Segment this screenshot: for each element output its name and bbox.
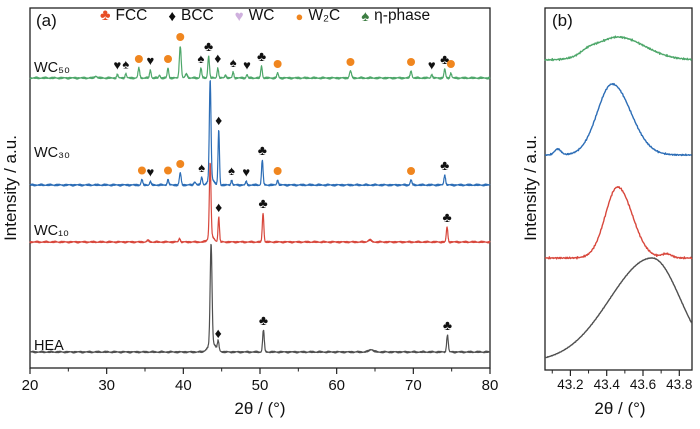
trace-label-HEA: HEA [34,338,64,354]
panel-b-label: (b) [552,11,573,30]
peak-marker-club: ♣ [204,38,213,54]
x-tick-label: 70 [405,377,422,394]
trace-WC30 [29,80,491,187]
x-tick-label: 20 [22,377,39,394]
legend-item-label: WC [248,7,275,24]
peak-marker-club: ♣ [442,209,451,225]
spade-icon: ♠ [361,7,370,25]
peak-marker-club: ♣ [440,51,449,67]
peak-marker-circle [273,60,282,68]
peak-marker-spade: ♠ [230,55,237,70]
peak-marker-circle [164,166,172,175]
panel-b-x-axis-label: 2θ / (°) [594,399,646,418]
peak-marker-circle [176,160,185,168]
panel-a-y-axis-label: Intensity / a.u. [1,135,20,241]
peak-marker-circle [346,58,355,66]
x-tick-label: 43.2 [557,377,583,392]
panel-a-plot: 20 30 40 50 60 70 80♦♣ ♣HEA♦ ♣♣WC₁₀♥ ♠♦♠ ♥♣♣WC₃₀♥ ♠… [22,7,499,394]
panel-b-plot: 43.2 43.4 43.6 43.8 [544,7,693,392]
peak-marker-circle [446,60,455,68]
heart-icon: ♥ [234,7,244,25]
legend: ♣ FCC ♦ BCC ♥ WC ● W₂C ♠ η-phase [100,7,430,25]
peak-marker-diamond: ♦ [214,50,221,66]
panel-b-frame [544,7,693,371]
trace-label-WC30: WC₃₀ [34,145,70,161]
trace-HEA [29,243,491,354]
legend-item-label: FCC [115,7,148,24]
panel-b-y-axis-label: Intensity / a.u. [521,135,540,241]
trace-b-HEA [544,257,693,359]
circle-icon: ● [295,8,304,24]
peak-marker-heart: ♥ [114,58,122,73]
x-tick-label: 43.6 [630,377,656,392]
legend-item-WC: ♥ WC [235,7,275,25]
trace-WC50 [29,46,491,80]
peak-marker-circle [176,33,185,41]
peak-marker-circle [273,167,282,175]
peak-marker-spade: ♠ [122,57,129,72]
trace-b-WC50 [544,35,693,62]
peak-marker-club: ♣ [258,195,267,211]
trace-b-WC10 [544,185,693,260]
peak-marker-club: ♣ [259,312,268,328]
peak-marker-circle [137,166,146,175]
peak-marker-heart: ♥ [147,53,155,68]
x-tick-label: 40 [175,377,192,394]
x-tick-label: 30 [98,377,115,394]
peak-marker-circle [407,58,416,66]
legend-item-FCC: ♣ FCC [100,7,147,25]
club-icon: ♣ [100,7,111,24]
legend-item-η-phase: ♠ η-phase [361,7,430,25]
peak-marker-heart: ♥ [147,165,155,180]
legend-item-label: BCC [181,7,214,24]
x-tick-label: 43.8 [666,377,692,392]
legend-item-label: W₂C [308,7,341,24]
peak-marker-diamond: ♦ [215,325,222,341]
peak-marker-spade: ♠ [228,163,235,178]
trace-label-WC10: WC₁₀ [34,223,69,239]
diamond-icon: ♦ [168,7,177,25]
x-tick-label: 43.4 [594,377,621,392]
peak-marker-club: ♣ [443,317,452,333]
x-tick-label: 80 [482,377,499,394]
peak-marker-heart: ♥ [428,58,436,73]
x-tick-label: 60 [328,377,345,394]
legend-item-label: η-phase [374,7,431,24]
peak-marker-spade: ♠ [198,160,205,175]
peak-marker-heart: ♥ [243,58,251,73]
legend-item-W₂C: ● W₂C [295,7,340,25]
x-tick-label: 50 [252,377,269,394]
peak-marker-circle [407,167,416,175]
peak-marker-circle [134,55,143,63]
peak-marker-diamond: ♦ [215,199,222,215]
peak-marker-circle [164,55,172,63]
trace-b-WC30 [544,82,692,157]
peak-marker-club: ♣ [257,48,266,64]
peak-marker-heart: ♥ [242,165,250,180]
panel-a-label: (a) [36,11,57,30]
trace-WC10 [29,162,491,244]
panel-a-x-axis-label: 2θ / (°) [234,399,286,418]
peak-marker-club: ♣ [258,142,267,158]
peak-marker-club: ♣ [440,157,449,173]
trace-label-WC50: WC₅₀ [34,60,70,76]
peak-marker-diamond: ♦ [215,112,222,128]
peak-marker-spade: ♠ [198,51,205,66]
legend-item-BCC: ♦ BCC [168,7,213,25]
